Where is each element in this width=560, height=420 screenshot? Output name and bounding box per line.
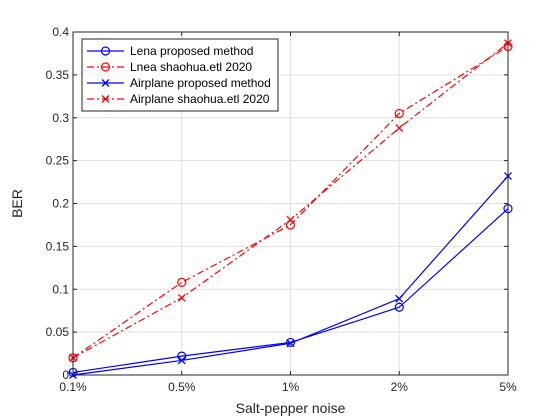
- data-point: [394, 108, 404, 119]
- data-point: [395, 294, 404, 303]
- data-point: [286, 339, 295, 348]
- x-marker-stroke: [177, 293, 186, 302]
- legend-item: Airplane proposed method: [87, 76, 271, 90]
- legend-marker: [100, 46, 111, 56]
- y-tick-label: 0.4: [52, 25, 69, 39]
- y-tick-label: 0.2: [52, 197, 69, 211]
- x-marker-stroke: [395, 294, 404, 303]
- legend-label: Lena proposed method: [130, 44, 253, 58]
- legend-marker: [101, 95, 110, 103]
- legend-label: Airplane proposed method: [130, 76, 271, 90]
- y-tick-label: 0.25: [46, 154, 70, 168]
- legend-label: Airplane shaohua.etl 2020: [130, 92, 270, 106]
- legend-item: Airplane shaohua.etl 2020: [87, 92, 270, 106]
- data-point: [394, 302, 404, 312]
- y-axis-label: BER: [9, 189, 25, 218]
- x-axis-ticks: 0.1% 0.5% 1% 2% 5%: [59, 32, 517, 394]
- x-marker-stroke: [395, 124, 404, 132]
- y-tick-label: 0: [62, 368, 69, 382]
- y-axis-ticks: 0 0.05 0.1 0.15 0.2 0.25 0.3 0.35 0.4: [46, 25, 508, 382]
- data-point: [177, 277, 187, 287]
- legend-marker: [100, 62, 111, 72]
- series-group: [68, 39, 513, 379]
- legend-item: Lena proposed method: [87, 44, 253, 58]
- legend-label: Lnea shaohua.etl 2020: [130, 60, 252, 74]
- data-point: [177, 356, 186, 365]
- y-tick-label: 0.15: [46, 239, 70, 253]
- legend-item: Lnea shaohua.etl 2020: [87, 60, 252, 74]
- x-marker-stroke: [177, 356, 186, 365]
- x-marker-stroke: [101, 95, 110, 103]
- x-tick-label: 1%: [282, 380, 300, 394]
- series-line: [72, 46, 509, 359]
- data-point: [395, 124, 404, 132]
- legend-marker: [101, 79, 110, 87]
- x-tick-label: 2%: [391, 380, 409, 394]
- data-point: [285, 220, 296, 230]
- y-tick-label: 0.1: [52, 282, 69, 296]
- x-tick-label: 5%: [499, 380, 517, 394]
- y-tick-label: 0.35: [46, 68, 70, 82]
- data-point: [285, 337, 296, 348]
- series-3: [69, 172, 512, 379]
- y-tick-label: 0.3: [52, 111, 69, 125]
- legend: Lena proposed method Lnea shaohua.etl 202…: [81, 38, 279, 112]
- x-marker-stroke: [286, 339, 295, 348]
- data-point: [177, 293, 186, 302]
- x-tick-label: 0.5%: [168, 380, 196, 394]
- x-marker-stroke: [286, 215, 295, 224]
- x-marker-stroke: [101, 79, 110, 87]
- x-tick-label: 0.1%: [59, 380, 87, 394]
- x-axis-label: Salt-pepper noise: [236, 400, 346, 416]
- data-point: [286, 215, 295, 224]
- y-tick-label: 0.05: [46, 325, 70, 339]
